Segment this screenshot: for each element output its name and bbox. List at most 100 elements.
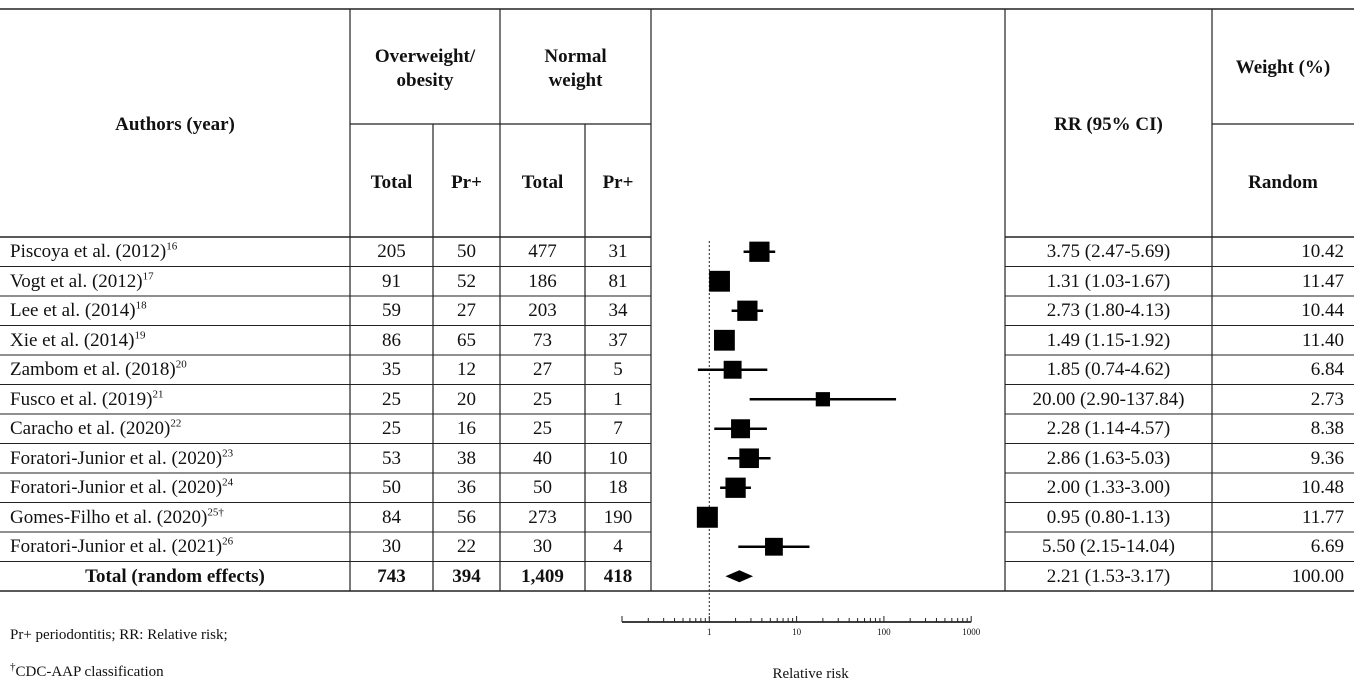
- study-reference: 17: [142, 270, 154, 283]
- study-marker: [739, 448, 759, 469]
- nw-total-cell: 25: [533, 388, 552, 410]
- nw-total-cell: 477: [528, 241, 557, 262]
- study-author: Lee et al. (2014)18: [10, 300, 147, 322]
- study-reference: 24: [222, 476, 234, 489]
- rr-ci-cell: 2.86 (1.63-5.03): [1046, 447, 1171, 469]
- header-normal-weight: Normal weight: [544, 46, 607, 91]
- x-tick-label: 1: [707, 627, 712, 637]
- header-random: Random: [1248, 172, 1318, 193]
- rr-ci-cell: 2.73 (1.80-4.13): [1046, 300, 1171, 321]
- study-reference: 19: [134, 329, 146, 342]
- study-author: Foratori-Junior et al. (2020)24: [10, 477, 233, 499]
- x-tick-label: 100: [877, 627, 891, 637]
- pooled-diamond: [725, 570, 754, 583]
- ow-prplus-cell: 22: [457, 536, 476, 557]
- weight-cell: 9.36: [1310, 447, 1344, 469]
- nw-prplus-cell: 5: [613, 359, 623, 380]
- study-author: Fusco et al. (2019)21: [10, 389, 163, 411]
- study-author: Xie et al. (2014)19: [10, 330, 146, 352]
- header-nw-total: Total: [521, 172, 564, 193]
- study-reference: 26: [222, 535, 234, 548]
- study-reference: 23: [222, 447, 234, 460]
- ow-prplus-cell: 394: [452, 565, 481, 587]
- study-author-name: Gomes-Filho et al. (2020): [10, 506, 208, 528]
- study-author: Vogt et al. (2012)17: [10, 271, 154, 293]
- study-marker: [709, 270, 730, 292]
- ow-total-cell: 59: [382, 300, 401, 321]
- rr-ci-cell: 3.75 (2.47-5.69): [1046, 241, 1171, 262]
- ow-prplus-cell: 36: [457, 477, 476, 498]
- study-marker: [737, 300, 758, 321]
- rr-ci-cell: 20.00 (2.90-137.84): [1032, 388, 1185, 410]
- ow-prplus-cell: 56: [457, 506, 476, 528]
- nw-total-cell: 40: [533, 447, 552, 469]
- header-nw-prplus: Pr+: [602, 172, 634, 193]
- x-tick-label: 10: [792, 627, 802, 637]
- weight-cell: 10.48: [1301, 477, 1344, 498]
- study-author-name: Foratori-Junior et al. (2020): [10, 447, 223, 469]
- weight-cell: 11.47: [1301, 270, 1344, 292]
- study-marker: [714, 329, 735, 351]
- study-author-name: Vogt et al. (2012): [10, 270, 143, 292]
- study-author: Foratori-Junior et al. (2020)23: [10, 448, 233, 470]
- rr-ci-cell: 2.21 (1.53-3.17): [1046, 565, 1171, 587]
- nw-prplus-cell: 37: [608, 329, 628, 351]
- header-weight: Weight (%): [1235, 57, 1331, 78]
- study-author-name: Lee et al. (2014): [10, 300, 136, 321]
- nw-total-cell: 186: [528, 270, 557, 292]
- weight-cell: 11.40: [1301, 329, 1344, 351]
- nw-total-cell: 203: [528, 300, 557, 321]
- study-author-name: Xie et al. (2014): [10, 329, 135, 351]
- weight-cell: 11.77: [1301, 506, 1344, 528]
- ow-total-cell: 743: [377, 565, 406, 587]
- ow-prplus-cell: 12: [457, 359, 476, 380]
- rr-ci-cell: 0.95 (0.80-1.13): [1046, 506, 1171, 528]
- weight-cell: 6.69: [1310, 536, 1344, 557]
- study-author-name: Foratori-Junior et al. (2021): [10, 536, 223, 557]
- nw-total-cell: 1,409: [521, 565, 564, 587]
- ow-prplus-cell: 27: [457, 300, 476, 321]
- ow-total-cell: 86: [382, 329, 401, 351]
- rr-ci-cell: 1.31 (1.03-1.67): [1046, 270, 1171, 292]
- ow-prplus-cell: 20: [457, 388, 476, 410]
- header-rr: RR (95% CI): [1054, 114, 1163, 135]
- nw-prplus-cell: 34: [608, 300, 628, 321]
- study-author-name: Piscoya et al. (2012): [10, 241, 167, 262]
- study-author-name: Caracho et al. (2020): [10, 418, 171, 439]
- ow-total-cell: 84: [382, 506, 401, 528]
- header-ow-total: Total: [370, 172, 413, 193]
- nw-total-cell: 273: [528, 506, 557, 528]
- weight-cell: 10.44: [1301, 300, 1344, 321]
- study-marker: [723, 360, 742, 379]
- nw-total-cell: 25: [533, 418, 552, 439]
- study-author: Zambom et al. (2018)20: [10, 359, 187, 381]
- rr-ci-cell: 2.28 (1.14-4.57): [1046, 418, 1171, 439]
- header-authors: Authors (year): [115, 114, 235, 135]
- weight-cell: 10.42: [1301, 241, 1344, 262]
- rr-ci-cell: 2.00 (1.33-3.00): [1046, 477, 1171, 498]
- nw-total-cell: 50: [533, 477, 552, 498]
- nw-prplus-cell: 190: [603, 506, 633, 528]
- total-row-label: Total (random effects): [85, 565, 265, 587]
- rr-ci-cell: 1.85 (0.74-4.62): [1046, 359, 1171, 380]
- ow-prplus-cell: 38: [457, 447, 476, 469]
- ow-total-cell: 35: [382, 359, 401, 380]
- study-marker: [815, 392, 831, 407]
- nw-prplus-cell: 18: [608, 477, 628, 498]
- study-author: Piscoya et al. (2012)16: [10, 241, 177, 263]
- ow-prplus-cell: 65: [457, 329, 476, 351]
- nw-prplus-cell: 10: [608, 447, 628, 469]
- x-tick-label: 1000: [962, 627, 981, 637]
- weight-cell: 8.38: [1310, 418, 1344, 439]
- weight-cell: 100.00: [1291, 565, 1344, 587]
- study-author: Caracho et al. (2020)22: [10, 418, 181, 440]
- ow-total-cell: 25: [382, 418, 401, 439]
- study-marker: [765, 537, 783, 556]
- study-reference: 21: [152, 388, 164, 401]
- study-author: Gomes-Filho et al. (2020)25†: [10, 507, 224, 529]
- study-marker: [696, 506, 718, 528]
- weight-cell: 6.84: [1310, 359, 1344, 380]
- ow-prplus-cell: 50: [457, 241, 476, 262]
- nw-prplus-cell: 31: [608, 241, 628, 262]
